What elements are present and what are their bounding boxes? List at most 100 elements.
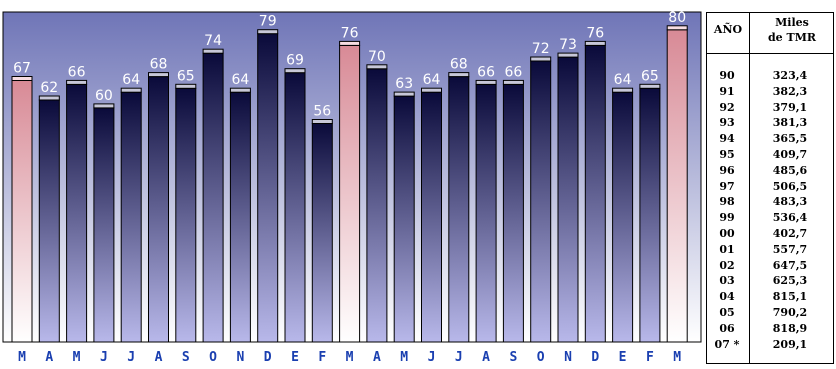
row-value: 790,2 bbox=[772, 306, 808, 319]
bar-5 bbox=[148, 76, 169, 343]
bar-cap-4 bbox=[120, 87, 142, 93]
row-year: 06 bbox=[719, 321, 735, 335]
value-label-8: 64 bbox=[231, 72, 249, 88]
bar-cap-5 bbox=[148, 72, 169, 78]
row-year: 96 bbox=[719, 163, 735, 177]
bar-cap-0 bbox=[11, 76, 33, 81]
row-value: 485,6 bbox=[772, 163, 808, 177]
column-divider bbox=[749, 13, 750, 363]
tick-label-19: O bbox=[537, 350, 545, 365]
value-label-22: 64 bbox=[614, 72, 632, 88]
annual-data-table: AÑO Miles de TMR 90 323,4 91 382,3 92 379,1 93… bbox=[706, 12, 834, 364]
bar-cap-17 bbox=[475, 79, 497, 85]
value-label-0: 67 bbox=[13, 61, 31, 77]
bar-24 bbox=[666, 29, 688, 343]
header-rule bbox=[707, 53, 833, 54]
row-year: 03 bbox=[719, 274, 735, 288]
value-label-24: 80 bbox=[668, 10, 686, 26]
value-label-17: 66 bbox=[477, 64, 495, 80]
bar-17 bbox=[475, 83, 497, 343]
row-year: 92 bbox=[719, 100, 735, 114]
table-row: 95 409,7 bbox=[707, 147, 833, 162]
bar-7 bbox=[202, 52, 224, 343]
tick-label-16: J bbox=[455, 350, 463, 365]
value-label-11: 56 bbox=[313, 104, 331, 120]
row-value: 815,1 bbox=[772, 290, 808, 304]
table-row: 98 483,3 bbox=[707, 194, 833, 209]
row-year: 05 bbox=[719, 306, 735, 319]
row-value: 382,3 bbox=[772, 84, 808, 98]
value-label-2: 66 bbox=[68, 64, 86, 80]
value-label-3: 60 bbox=[95, 88, 113, 104]
header-year: AÑO bbox=[713, 23, 743, 36]
bar-cap-2 bbox=[66, 79, 88, 85]
value-label-7: 74 bbox=[204, 33, 222, 49]
bar-0 bbox=[11, 80, 33, 343]
row-year: 93 bbox=[719, 116, 735, 130]
row-year: 95 bbox=[719, 148, 735, 161]
row-value: 323,4 bbox=[772, 69, 808, 82]
table-row: 92 379,1 bbox=[707, 100, 833, 115]
bar-cap-19 bbox=[530, 56, 552, 62]
bar-13 bbox=[366, 68, 388, 343]
table-row: 97 506,5 bbox=[707, 179, 833, 194]
value-label-19: 72 bbox=[532, 41, 550, 57]
row-year: 98 bbox=[719, 195, 735, 209]
value-label-21: 76 bbox=[586, 25, 604, 41]
bar-cap-6 bbox=[175, 83, 197, 89]
table-row: 01 557,7 bbox=[707, 242, 833, 257]
table-row: 05 790,2 bbox=[707, 305, 833, 320]
bar-cap-9 bbox=[257, 29, 279, 35]
row-value: 483,3 bbox=[772, 195, 808, 209]
bar-cap-1 bbox=[38, 95, 60, 101]
table-row: 91 382,3 bbox=[707, 84, 833, 99]
row-year: 97 bbox=[719, 179, 735, 193]
tick-label-17: A bbox=[482, 350, 490, 365]
row-value: 536,4 bbox=[772, 211, 808, 225]
row-value: 557,7 bbox=[772, 242, 808, 256]
row-year: 02 bbox=[719, 258, 735, 272]
bar-cap-16 bbox=[448, 72, 470, 78]
row-year: 04 bbox=[719, 290, 735, 304]
bar-6 bbox=[175, 87, 197, 343]
tick-label-3: J bbox=[100, 350, 108, 365]
bar-9 bbox=[257, 33, 279, 343]
bar-23 bbox=[639, 87, 661, 343]
header-miles-line1: Miles bbox=[775, 16, 809, 29]
tick-label-18: S bbox=[509, 350, 517, 365]
value-label-12: 76 bbox=[341, 25, 359, 41]
bar-cap-20 bbox=[557, 52, 579, 58]
bar-cap-23 bbox=[639, 83, 661, 89]
value-label-6: 65 bbox=[177, 68, 195, 84]
row-value: 365,5 bbox=[772, 132, 808, 146]
value-label-13: 70 bbox=[368, 49, 386, 65]
table-row: 96 485,6 bbox=[707, 163, 833, 178]
row-year: 94 bbox=[719, 132, 735, 146]
row-year: 90 bbox=[719, 69, 735, 82]
value-label-9: 79 bbox=[259, 14, 277, 30]
tick-label-13: A bbox=[373, 350, 381, 365]
bar-cap-14 bbox=[393, 91, 415, 97]
value-label-18: 66 bbox=[504, 64, 522, 80]
tick-label-5: A bbox=[155, 350, 163, 365]
row-value: 209,1 bbox=[772, 337, 808, 351]
tick-label-15: J bbox=[428, 350, 436, 365]
value-label-14: 63 bbox=[395, 76, 413, 92]
value-label-10: 69 bbox=[286, 53, 304, 69]
value-label-4: 64 bbox=[122, 72, 140, 88]
row-year: 99 bbox=[719, 211, 735, 225]
row-value: 506,5 bbox=[772, 179, 808, 193]
value-label-5: 68 bbox=[150, 57, 168, 73]
bar-cap-15 bbox=[421, 87, 442, 93]
bar-4 bbox=[120, 91, 142, 343]
row-year: 00 bbox=[719, 227, 735, 240]
tick-label-20: N bbox=[564, 350, 572, 365]
bar-2 bbox=[66, 83, 88, 343]
tick-label-8: N bbox=[236, 350, 244, 365]
bar-cap-12 bbox=[339, 40, 361, 46]
table-row: 03 625,3 bbox=[707, 273, 833, 288]
row-value: 647,5 bbox=[772, 258, 808, 272]
header-miles: Miles de TMR bbox=[750, 15, 834, 45]
tick-label-14: M bbox=[400, 350, 408, 365]
bar-cap-8 bbox=[229, 87, 251, 93]
